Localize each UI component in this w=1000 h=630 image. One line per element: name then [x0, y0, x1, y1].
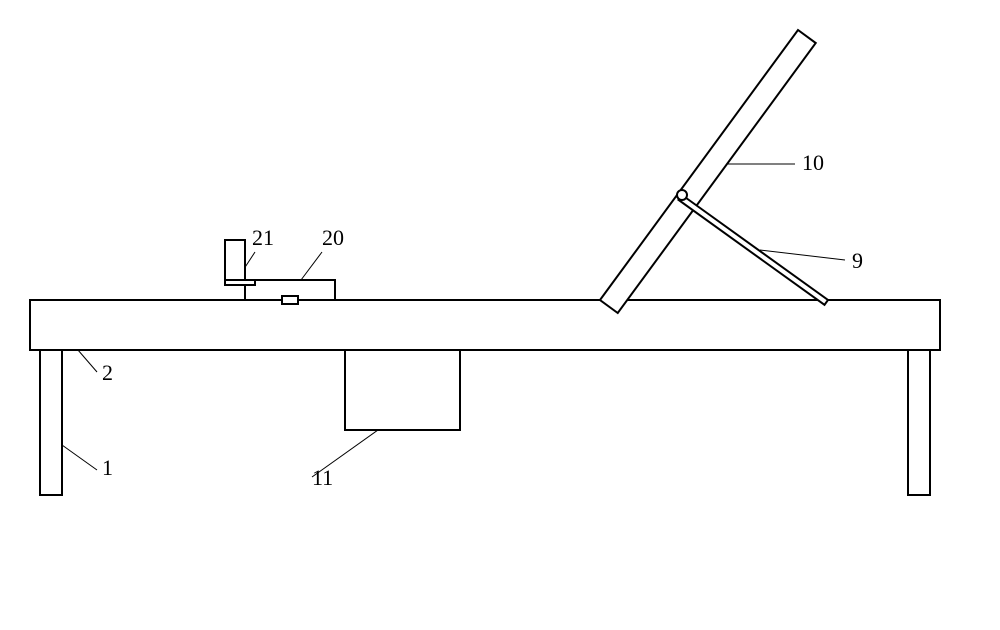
foot-stub: [282, 296, 298, 304]
leader-support_strut: [760, 250, 845, 260]
label-leg: 1: [102, 455, 113, 480]
support-strut: [678, 195, 828, 305]
under-box: [345, 350, 460, 430]
leg-0: [40, 350, 62, 495]
label-underbox: 11: [312, 465, 333, 490]
label-lbracket: 21: [252, 225, 274, 250]
engineering-diagram: 10920212111: [0, 0, 1000, 630]
leg-1: [908, 350, 930, 495]
label-block: 20: [322, 225, 344, 250]
hinge-pin: [677, 190, 687, 200]
l-bracket-vertical: [225, 240, 245, 285]
label-bed_board: 2: [102, 360, 113, 385]
bed-board: [30, 300, 940, 350]
l-bracket-horizontal: [225, 280, 255, 285]
label-support_strut: 9: [852, 248, 863, 273]
label-backrest: 10: [802, 150, 824, 175]
